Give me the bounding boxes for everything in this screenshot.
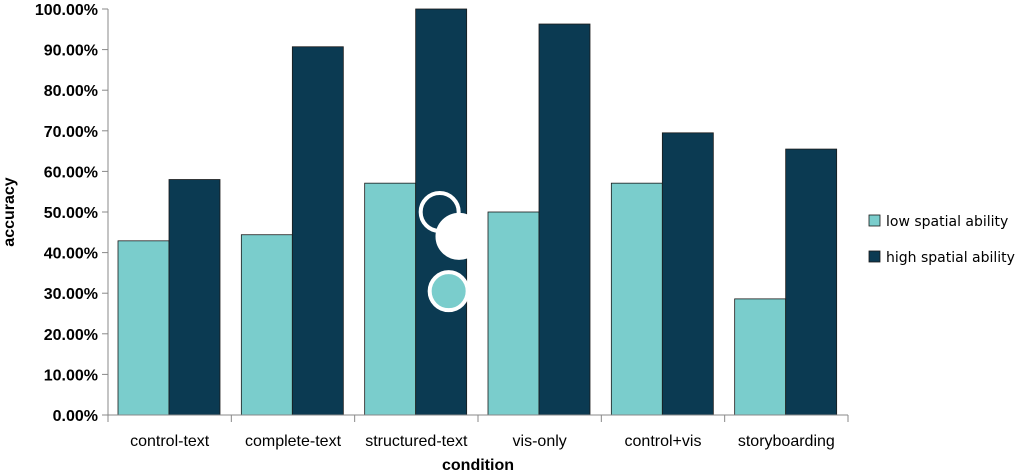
legend: low spatial ability high spatial ability	[868, 214, 1015, 266]
legend-swatch-low	[868, 214, 881, 227]
bar-low-structured-text	[364, 182, 417, 416]
y-axis-title: accuracy	[1, 177, 18, 246]
bar-high-control-text	[168, 179, 221, 416]
overlay-marker-filled-teal	[427, 270, 470, 313]
y-tick-label: 80.00%	[44, 83, 98, 100]
x-tick-label: storyboarding	[738, 433, 835, 450]
y-tick-label: 50.00%	[44, 205, 98, 222]
bar-high-vis-only	[538, 23, 591, 416]
x-axis-title: condition	[442, 457, 514, 474]
y-tick-label: 90.00%	[44, 43, 98, 60]
bar-high-complete-text	[291, 46, 344, 416]
bar-low-control-text	[117, 240, 170, 416]
overlay-markers	[418, 191, 483, 313]
x-tick-label: control-text	[130, 433, 210, 450]
y-tick-label: 20.00%	[44, 327, 98, 344]
bar-low-control+vis	[610, 182, 663, 416]
y-tick-label: 70.00%	[44, 124, 98, 141]
y-tick-label: 10.00%	[44, 367, 98, 384]
x-tick-label: structured-text	[365, 433, 468, 450]
y-tick-label: 30.00%	[44, 286, 98, 303]
bar-low-storyboarding	[734, 298, 787, 416]
y-axis-ticks: 0.00% 10.00% 20.00% 30.00% 40.00% 50.00% 60.00…	[35, 2, 108, 425]
legend-label-high: high spatial ability	[886, 250, 1015, 266]
x-tick-label: complete-text	[245, 433, 342, 450]
y-tick-label: 60.00%	[44, 164, 98, 181]
bars	[117, 8, 838, 416]
y-tick-label: 0.00%	[53, 408, 98, 425]
legend-swatch-high	[868, 250, 881, 263]
x-tick-label: control+vis	[625, 433, 702, 450]
overlay-marker-filled-white	[435, 212, 483, 260]
y-tick-label: 100.00%	[35, 2, 98, 19]
bar-low-vis-only	[487, 211, 540, 416]
bar-high-control+vis	[661, 132, 714, 416]
x-axis-ticks: control-text complete-text structured-text…	[107, 415, 849, 450]
legend-label-low: low spatial ability	[886, 214, 1008, 230]
y-tick-label: 40.00%	[44, 246, 98, 263]
bar-low-complete-text	[240, 234, 293, 416]
x-tick-label: vis-only	[513, 433, 567, 450]
bar-high-storyboarding	[785, 148, 838, 416]
